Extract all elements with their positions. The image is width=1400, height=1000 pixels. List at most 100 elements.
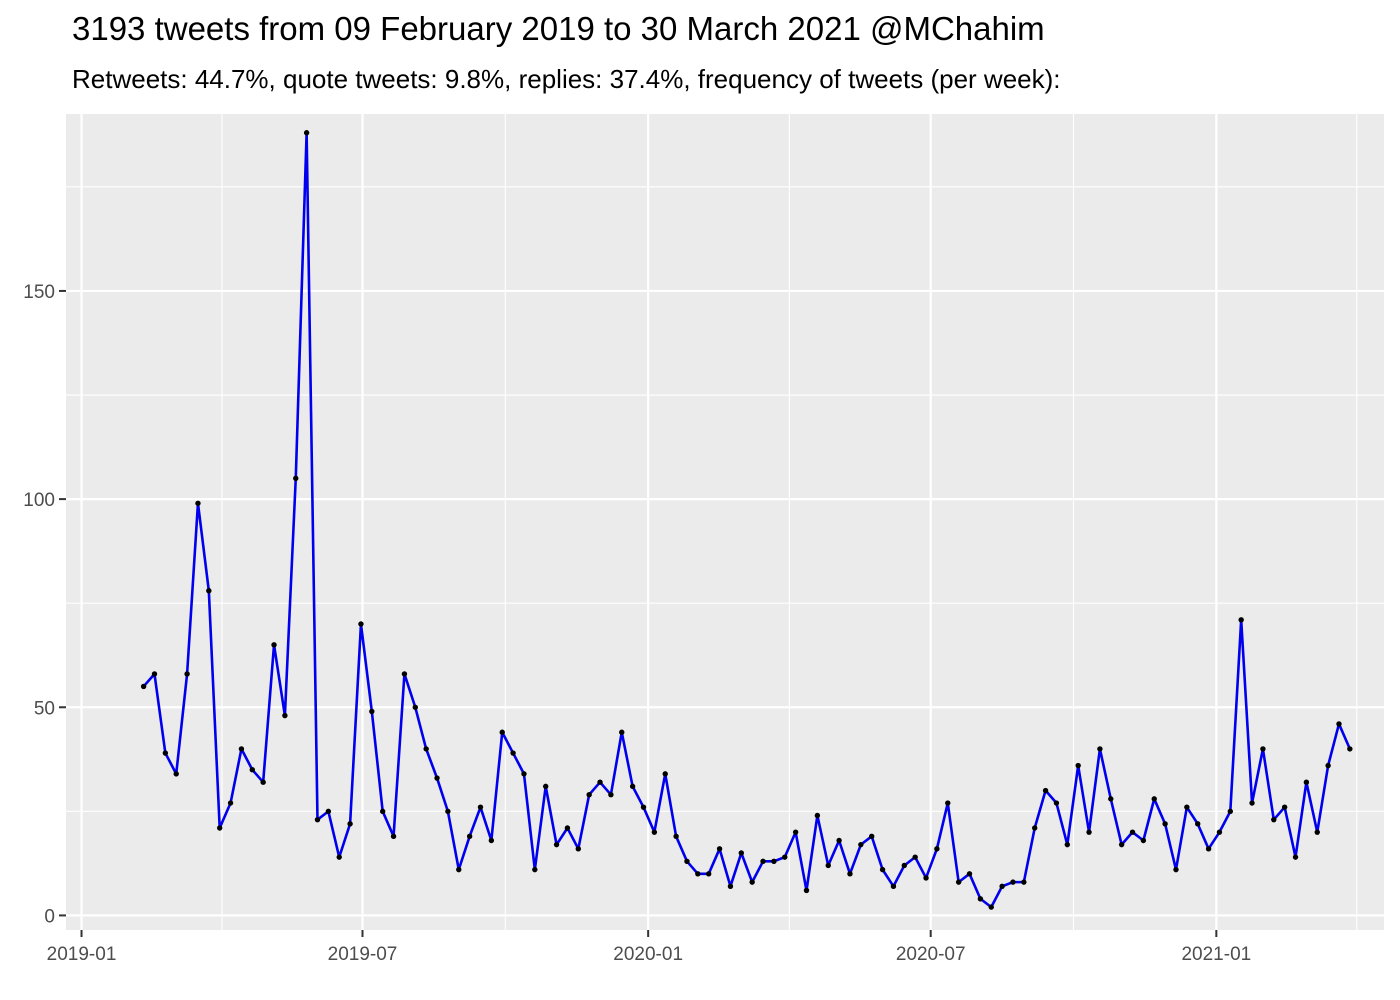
data-point-110 <box>1336 721 1342 727</box>
data-point-15 <box>303 130 310 136</box>
data-point-25 <box>412 704 418 710</box>
data-point-59 <box>782 854 788 860</box>
data-point-39 <box>564 825 571 831</box>
data-point-62 <box>814 812 821 819</box>
data-point-76 <box>966 871 973 877</box>
data-point-88 <box>1097 746 1103 752</box>
data-point-75 <box>955 879 962 885</box>
data-point-43 <box>608 791 614 798</box>
data-point-86 <box>1075 762 1081 769</box>
plot-panel <box>66 114 1384 930</box>
data-point-41 <box>586 791 592 798</box>
data-point-19 <box>347 821 353 827</box>
data-point-79 <box>999 883 1005 889</box>
data-point-17 <box>325 808 332 815</box>
data-point-46 <box>640 804 647 810</box>
data-point-95 <box>1173 866 1179 873</box>
data-point-30 <box>466 833 473 840</box>
data-point-87 <box>1086 829 1092 835</box>
data-point-9 <box>238 746 245 752</box>
data-point-38 <box>553 841 560 848</box>
data-point-54 <box>727 883 734 889</box>
data-point-20 <box>358 621 364 627</box>
data-point-63 <box>825 862 831 869</box>
data-point-93 <box>1151 796 1157 802</box>
data-point-14 <box>293 475 299 481</box>
data-point-40 <box>575 846 581 852</box>
data-point-69 <box>890 883 897 889</box>
data-point-55 <box>738 850 744 856</box>
data-point-108 <box>1314 829 1320 835</box>
x-tick-label-1: 2019-07 <box>328 944 398 965</box>
data-point-37 <box>543 783 549 790</box>
data-point-109 <box>1325 762 1331 769</box>
data-point-98 <box>1205 846 1212 852</box>
data-point-99 <box>1216 829 1223 835</box>
x-tick-label-4: 2021-01 <box>1181 944 1251 965</box>
data-point-111 <box>1347 746 1353 752</box>
data-point-94 <box>1162 821 1168 827</box>
data-point-74 <box>945 800 951 806</box>
data-point-103 <box>1260 746 1266 752</box>
data-point-29 <box>456 866 462 873</box>
tick-labels: 2019-01 2019-07 2020-01 2020-07 2021-01 0 50 10… <box>23 282 1251 965</box>
data-point-7 <box>216 825 223 831</box>
data-point-57 <box>760 858 766 865</box>
chart-subtitle: Retweets: 44.7%, quote tweets: 9.8%, rep… <box>72 64 1061 94</box>
data-point-26 <box>423 746 429 752</box>
data-point-44 <box>619 729 625 735</box>
data-point-101 <box>1238 617 1244 623</box>
data-point-77 <box>977 896 984 902</box>
data-point-90 <box>1118 841 1125 848</box>
data-point-67 <box>869 833 875 840</box>
data-point-16 <box>314 816 321 823</box>
data-point-28 <box>445 808 451 815</box>
data-point-72 <box>923 875 929 881</box>
data-point-64 <box>836 837 842 844</box>
data-point-104 <box>1271 816 1277 823</box>
data-point-24 <box>401 671 408 677</box>
data-point-53 <box>716 846 723 852</box>
data-point-13 <box>282 712 288 719</box>
data-point-10 <box>249 767 255 773</box>
data-point-83 <box>1042 787 1049 794</box>
data-point-36 <box>532 866 538 873</box>
data-point-73 <box>934 846 940 852</box>
data-point-2 <box>162 750 169 756</box>
data-point-12 <box>271 642 277 648</box>
data-point-106 <box>1292 854 1299 860</box>
y-tick-label-1: 50 <box>34 698 55 719</box>
data-point-84 <box>1053 800 1060 806</box>
data-point-4 <box>184 671 190 677</box>
y-tick-label-3: 150 <box>23 282 55 303</box>
data-point-32 <box>488 837 495 844</box>
data-point-92 <box>1140 837 1147 844</box>
data-point-23 <box>390 833 397 840</box>
series-line <box>142 131 1352 909</box>
data-point-97 <box>1195 821 1201 827</box>
data-point-31 <box>477 804 484 810</box>
data-point-68 <box>879 866 886 873</box>
data-point-105 <box>1281 804 1288 810</box>
data-point-78 <box>988 904 994 910</box>
data-point-82 <box>1032 825 1038 831</box>
data-point-61 <box>803 887 810 894</box>
x-tick-label-3: 2020-07 <box>896 944 966 965</box>
data-point-70 <box>901 862 907 869</box>
data-point-102 <box>1249 800 1255 806</box>
data-point-49 <box>673 833 679 840</box>
data-point-80 <box>1010 879 1016 885</box>
data-point-66 <box>858 841 864 848</box>
data-point-96 <box>1184 804 1190 810</box>
chart-title: 3193 tweets from 09 February 2019 to 30 … <box>72 10 1045 47</box>
data-point-11 <box>260 779 266 785</box>
data-point-65 <box>847 871 853 877</box>
data-point-1 <box>151 671 158 677</box>
x-tick-label-0: 2019-01 <box>47 944 117 965</box>
data-point-33 <box>499 729 505 735</box>
points-layer <box>140 130 1353 910</box>
data-point-0 <box>140 683 147 690</box>
data-point-18 <box>336 854 342 860</box>
data-point-48 <box>662 771 668 777</box>
